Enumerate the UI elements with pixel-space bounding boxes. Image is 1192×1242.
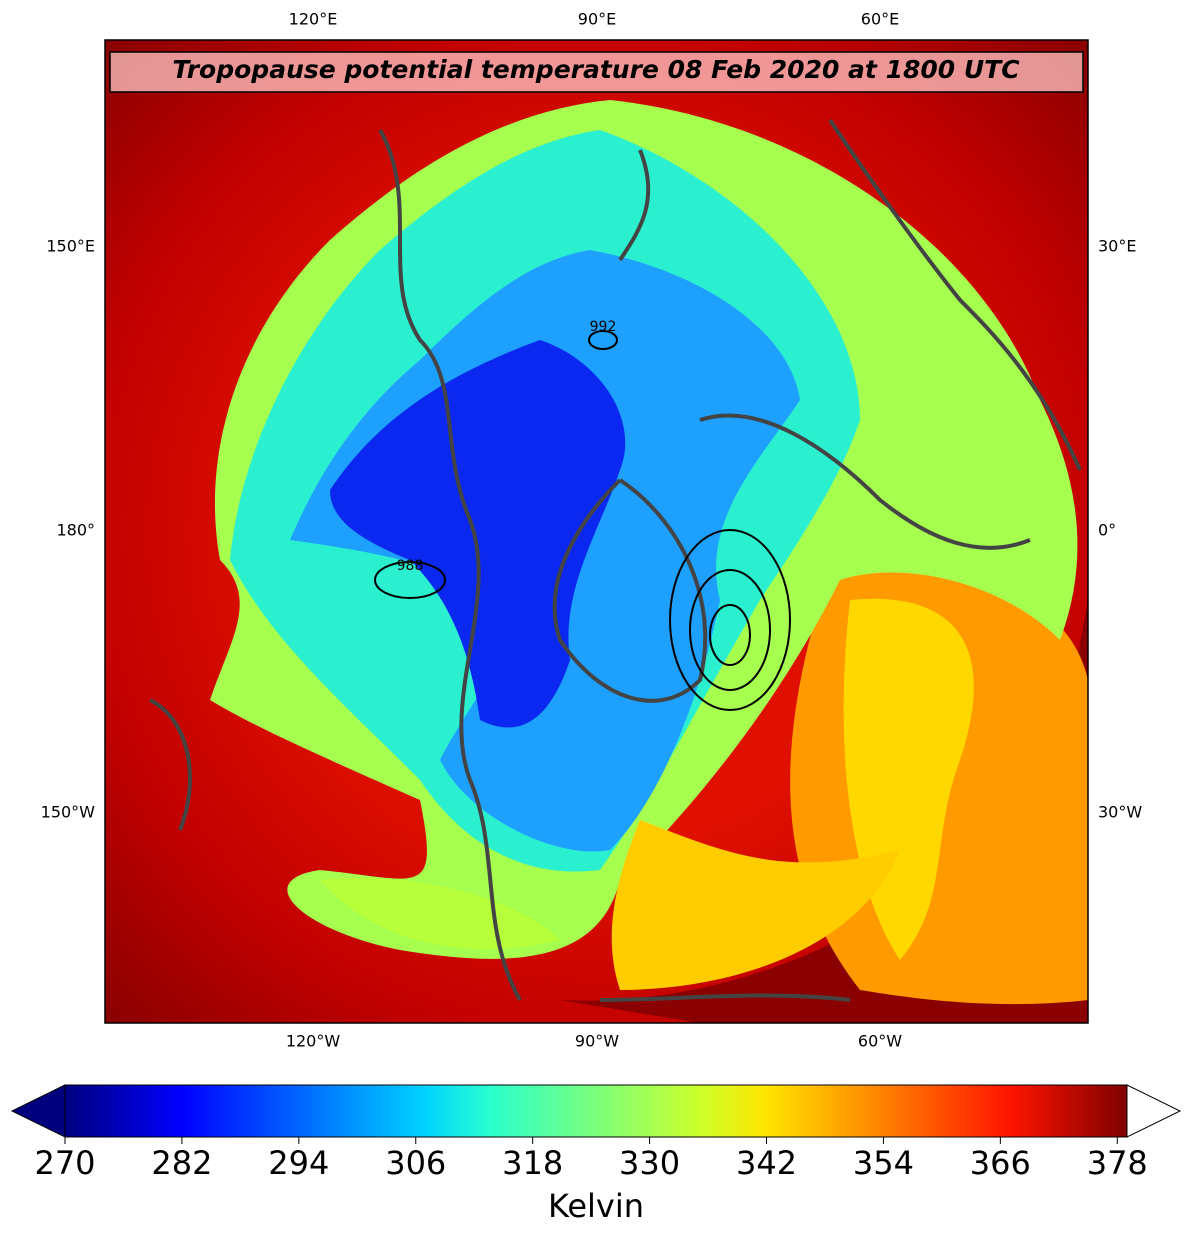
colorbar-label: Kelvin	[548, 1187, 644, 1225]
lon-label: 180°	[56, 521, 95, 540]
colorbar-ticks: 270 282 294 306 318 330 342 354 366 378	[34, 1137, 1148, 1182]
lon-label: 90°W	[575, 1032, 619, 1051]
contour-label: 988	[397, 558, 424, 574]
colorbar-tick-label: 330	[619, 1144, 680, 1182]
lon-label: 30°W	[1098, 803, 1142, 822]
colorbar-tick-label: 306	[385, 1144, 446, 1182]
colorbar-tick-label: 366	[970, 1144, 1031, 1182]
colorbar	[10, 1084, 1182, 1138]
colorbar-tick-label: 354	[853, 1144, 914, 1182]
colorbar-extend-low	[10, 1084, 66, 1138]
lon-label: 150°E	[46, 237, 95, 256]
lon-label: 120°E	[289, 10, 338, 29]
title-box	[109, 51, 1084, 93]
map-field: 992 988	[105, 40, 1088, 1023]
lon-label: 150°W	[41, 803, 96, 822]
colorbar-tick-label: 378	[1087, 1144, 1148, 1182]
pressure-contours	[374, 330, 791, 711]
map-frame	[104, 39, 1089, 1024]
contour-label: 992	[590, 319, 617, 335]
colorbar-tick-label: 294	[268, 1144, 329, 1182]
colorbar-extend-high	[1126, 1084, 1182, 1138]
colorbar-tick-label: 342	[736, 1144, 797, 1182]
lon-label: 0°	[1098, 521, 1116, 540]
colorbar-body	[64, 1084, 1128, 1138]
lon-label: 90°E	[578, 10, 616, 29]
lon-label: 60°E	[861, 10, 899, 29]
colorbar-tick-label: 318	[502, 1144, 563, 1182]
lon-label: 120°W	[286, 1032, 341, 1051]
longitude-labels: 120°E 90°E 60°E 120°W 90°W 60°W 150°E 180° 150°W…	[41, 10, 1143, 1051]
coastlines	[149, 118, 1082, 1002]
lon-label: 60°W	[858, 1032, 902, 1051]
colorbar-tick-label: 270	[34, 1144, 95, 1182]
title: Tropopause potential temperature 08 Feb …	[172, 55, 1020, 84]
colorbar-tick-label: 282	[151, 1144, 212, 1182]
lon-label: 30°E	[1098, 237, 1136, 256]
